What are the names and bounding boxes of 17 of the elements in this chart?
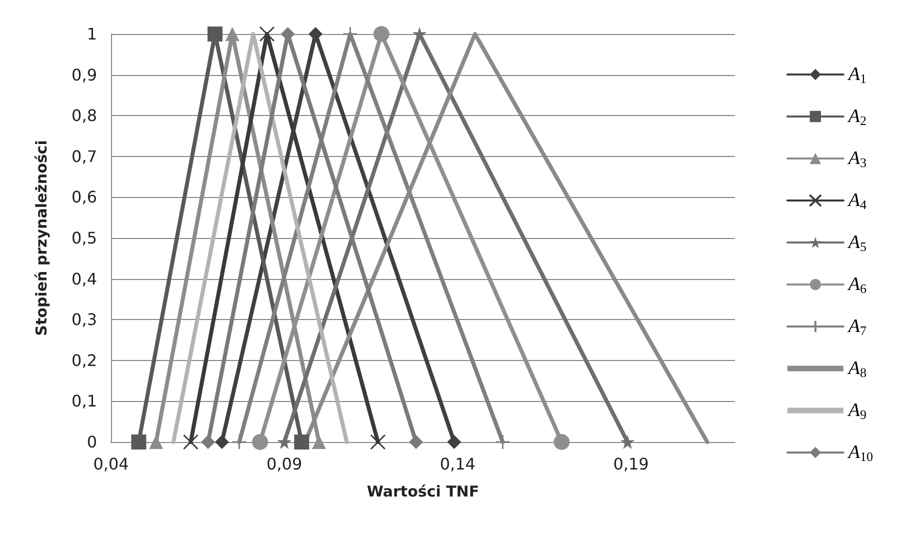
y-tick-label: 0,2 [72,350,97,370]
x-tick-label: 0,04 [93,454,129,474]
y-tick-label: 0,4 [72,269,97,288]
y-tick-label: 0,3 [72,310,97,330]
y-tick-label: 0,7 [72,146,97,166]
x-tick-label: 0,14 [440,454,476,474]
y-axis-title: Stopień przynależności [32,140,50,336]
y-tick-label: 0,6 [72,188,97,207]
y-tick-label: 0,8 [72,106,97,126]
x-axis-title: Wartości TNF [366,482,480,500]
x-tick-label: 0,09 [266,454,302,474]
y-tick-label: 0,1 [72,392,97,411]
y-tick-label: 1 [86,24,97,44]
y-tick-label: 0,5 [72,228,97,248]
y-tick-label: 0 [86,432,97,452]
x-tick-label: 0,19 [613,454,649,474]
y-tick-label: 0,9 [72,65,97,84]
